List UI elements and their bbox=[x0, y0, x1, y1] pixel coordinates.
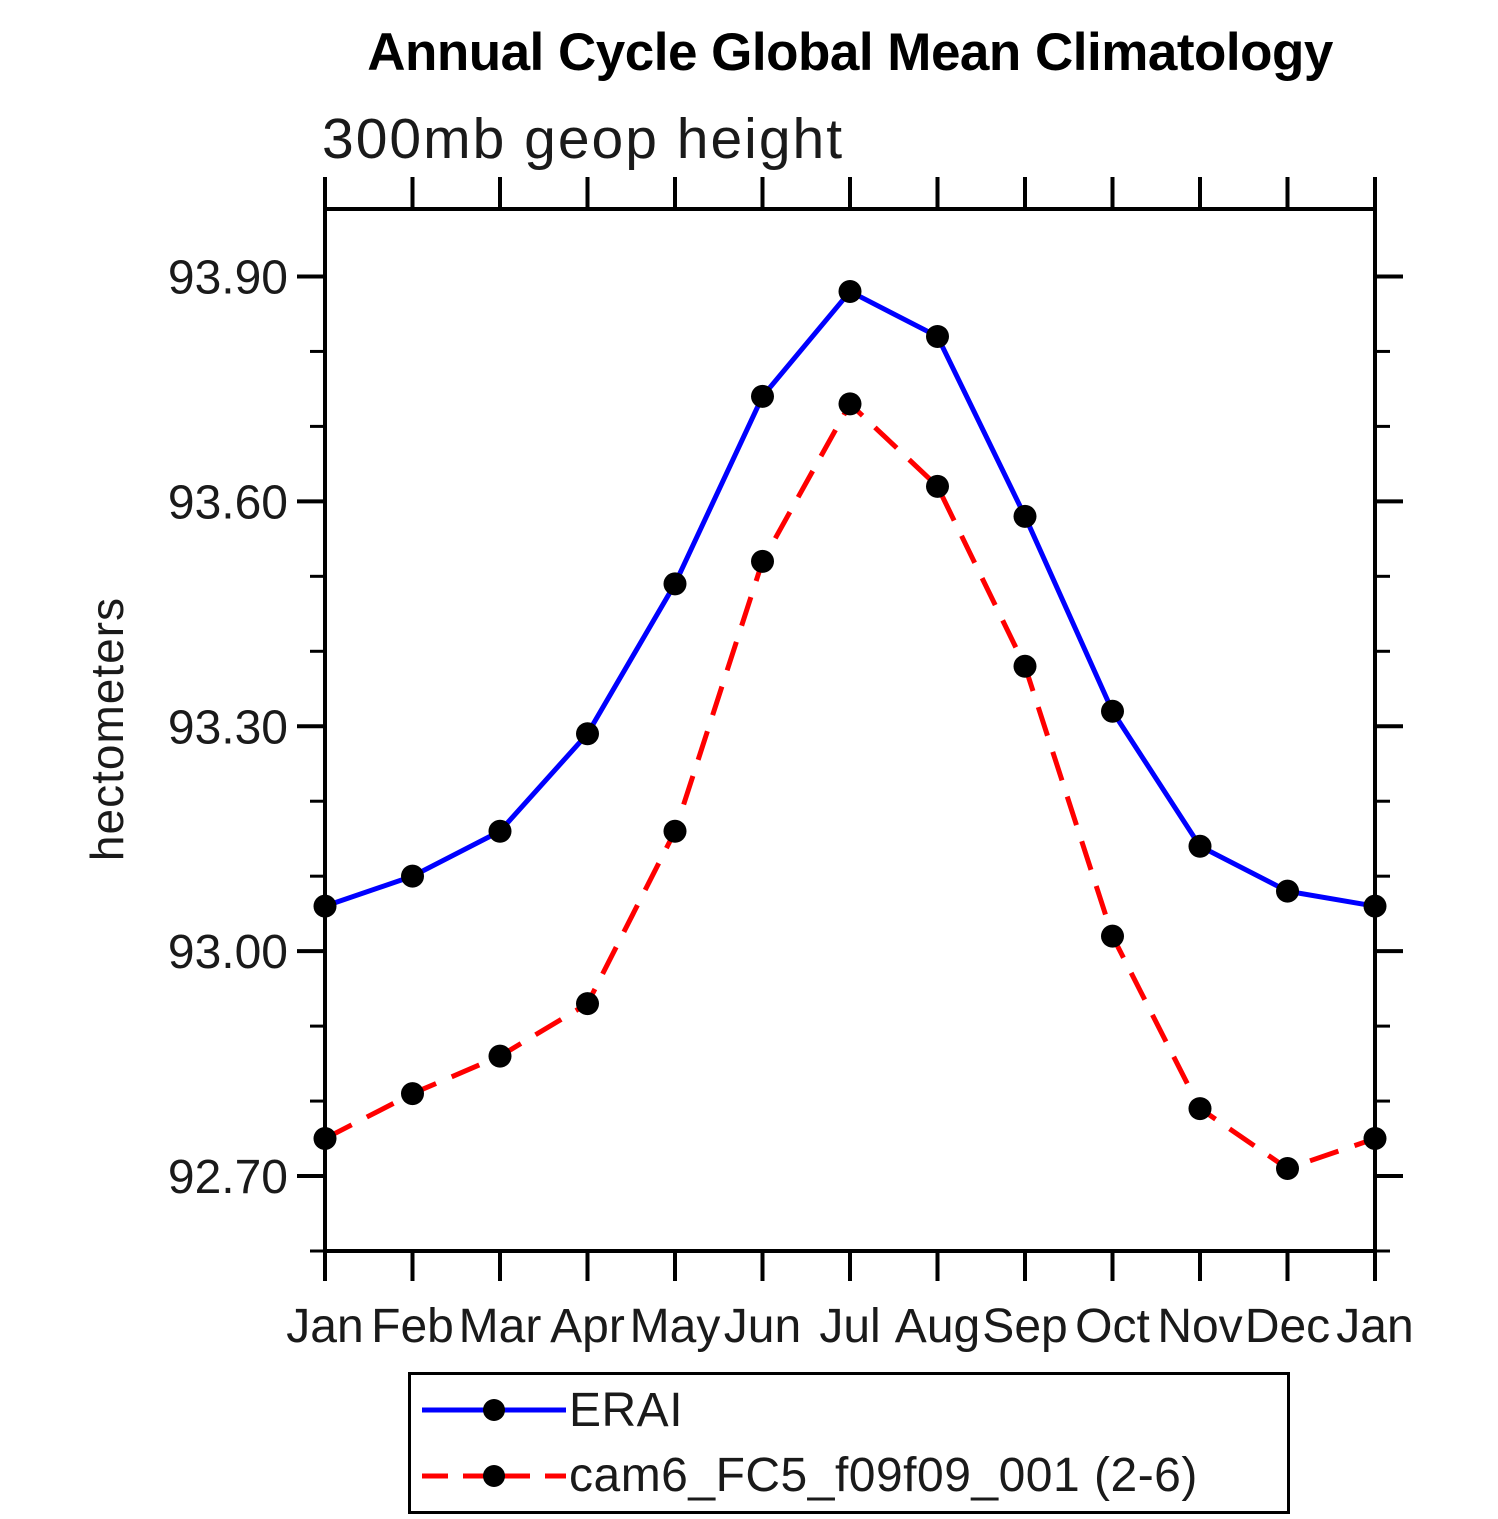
legend-marker-dot bbox=[483, 1464, 505, 1487]
data-point-cam6 bbox=[576, 992, 599, 1016]
data-point-erai bbox=[401, 864, 424, 888]
series-line-cam6 bbox=[323, 399, 1376, 1172]
x-tick-label: Jan bbox=[1336, 1300, 1413, 1353]
x-tick-label: Oct bbox=[1075, 1300, 1150, 1353]
legend-label-erai: ERAI bbox=[569, 1383, 684, 1437]
legend-item-cam6: cam6_FC5_f09f09_001 (2-6) bbox=[419, 1446, 1287, 1506]
x-tick-label: Apr bbox=[550, 1300, 625, 1353]
data-point-cam6 bbox=[1101, 924, 1124, 948]
data-point-cam6 bbox=[1363, 1127, 1387, 1151]
data-point-erai bbox=[1188, 834, 1212, 858]
data-point-cam6 bbox=[663, 819, 687, 843]
y-tick-label: 93.90 bbox=[168, 251, 288, 304]
y-tick-label: 93.30 bbox=[168, 701, 288, 754]
data-point-erai bbox=[838, 279, 862, 303]
data-point-erai bbox=[926, 324, 949, 348]
data-point-erai bbox=[488, 819, 512, 843]
x-tick-label: Nov bbox=[1157, 1300, 1242, 1353]
data-point-erai bbox=[1101, 699, 1124, 723]
x-tick-label: Jan bbox=[286, 1300, 363, 1353]
data-point-cam6 bbox=[751, 549, 774, 573]
x-tick-label: May bbox=[630, 1300, 721, 1353]
x-tick-label: Dec bbox=[1245, 1300, 1330, 1353]
data-point-cam6 bbox=[488, 1044, 512, 1068]
legend-marker-dot bbox=[483, 1399, 505, 1422]
legend-line-sample-erai bbox=[422, 1399, 566, 1422]
data-point-erai bbox=[663, 572, 687, 596]
x-tick-label: Mar bbox=[459, 1300, 542, 1353]
data-point-cam6 bbox=[1276, 1157, 1299, 1181]
data-point-cam6 bbox=[313, 1127, 337, 1151]
data-point-erai bbox=[1013, 504, 1037, 528]
data-point-cam6 bbox=[838, 392, 862, 416]
plot-frame bbox=[323, 207, 1377, 1253]
x-tick-label: Jul bbox=[819, 1300, 880, 1353]
legend-label-cam6: cam6_FC5_f09f09_001 (2-6) bbox=[569, 1449, 1198, 1503]
x-tick-label: Sep bbox=[982, 1300, 1067, 1353]
legend-line-sample-cam6 bbox=[422, 1464, 566, 1487]
chart-title: Annual Cycle Global Mean Climatology bbox=[367, 23, 1333, 82]
data-point-erai bbox=[1276, 879, 1299, 903]
legend: ERAI cam6_FC5_f09f09_001 (2-6) bbox=[408, 1372, 1290, 1514]
data-point-cam6 bbox=[926, 474, 949, 498]
y-tick-label: 93.00 bbox=[168, 926, 288, 979]
data-point-cam6 bbox=[1013, 654, 1037, 678]
y-tick-label: 93.60 bbox=[168, 476, 288, 529]
data-point-cam6 bbox=[401, 1082, 424, 1106]
x-tick-label: Jun bbox=[724, 1300, 801, 1353]
y-tick-label: 92.70 bbox=[168, 1151, 288, 1204]
data-point-erai bbox=[576, 722, 599, 746]
x-tick-label: Feb bbox=[371, 1300, 454, 1353]
data-point-erai bbox=[1363, 894, 1387, 918]
legend-item-erai: ERAI bbox=[419, 1380, 1287, 1440]
chart-subtitle: 300mb geop height bbox=[322, 107, 845, 171]
data-point-erai bbox=[751, 384, 774, 408]
data-point-cam6 bbox=[1188, 1097, 1212, 1121]
series-line-erai bbox=[324, 288, 1376, 909]
x-tick-label: Aug bbox=[895, 1300, 980, 1353]
data-point-erai bbox=[313, 894, 337, 918]
